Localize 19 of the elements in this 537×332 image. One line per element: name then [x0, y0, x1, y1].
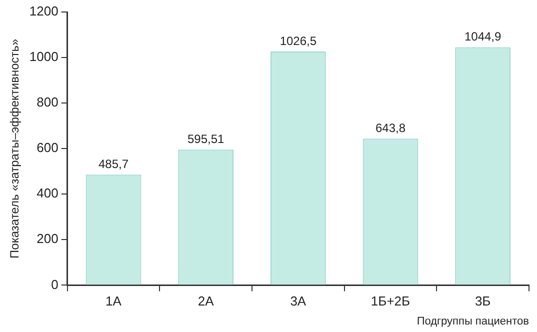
- y-tick-label: 600: [36, 140, 58, 156]
- x-tick-label: 3А: [290, 294, 306, 309]
- data-label: 1026,5: [280, 34, 317, 48]
- data-label: 595,51: [187, 132, 224, 146]
- y-tick-label: 1200: [29, 4, 58, 19]
- y-axis-title: Показатель «затраты–эффективность»: [8, 38, 22, 258]
- x-tick-label: 1А: [106, 294, 122, 309]
- y-tick-label: 200: [36, 231, 58, 246]
- data-label: 643,8: [375, 120, 406, 135]
- x-tick-label: 3Б: [474, 294, 491, 309]
- x-tick-label: 2А: [198, 294, 214, 309]
- y-tick-label: 800: [36, 94, 58, 110]
- data-label: 1044,9: [464, 30, 502, 44]
- y-tick-label: 1000: [29, 49, 58, 64]
- y-tick-label: 400: [36, 186, 58, 201]
- data-label: 485,7: [98, 156, 129, 171]
- x-axis-title: Подгруппы пациентов: [416, 315, 530, 328]
- x-tick-label: 1Б+2Б: [370, 294, 410, 309]
- y-tick-label: 0: [51, 276, 58, 292]
